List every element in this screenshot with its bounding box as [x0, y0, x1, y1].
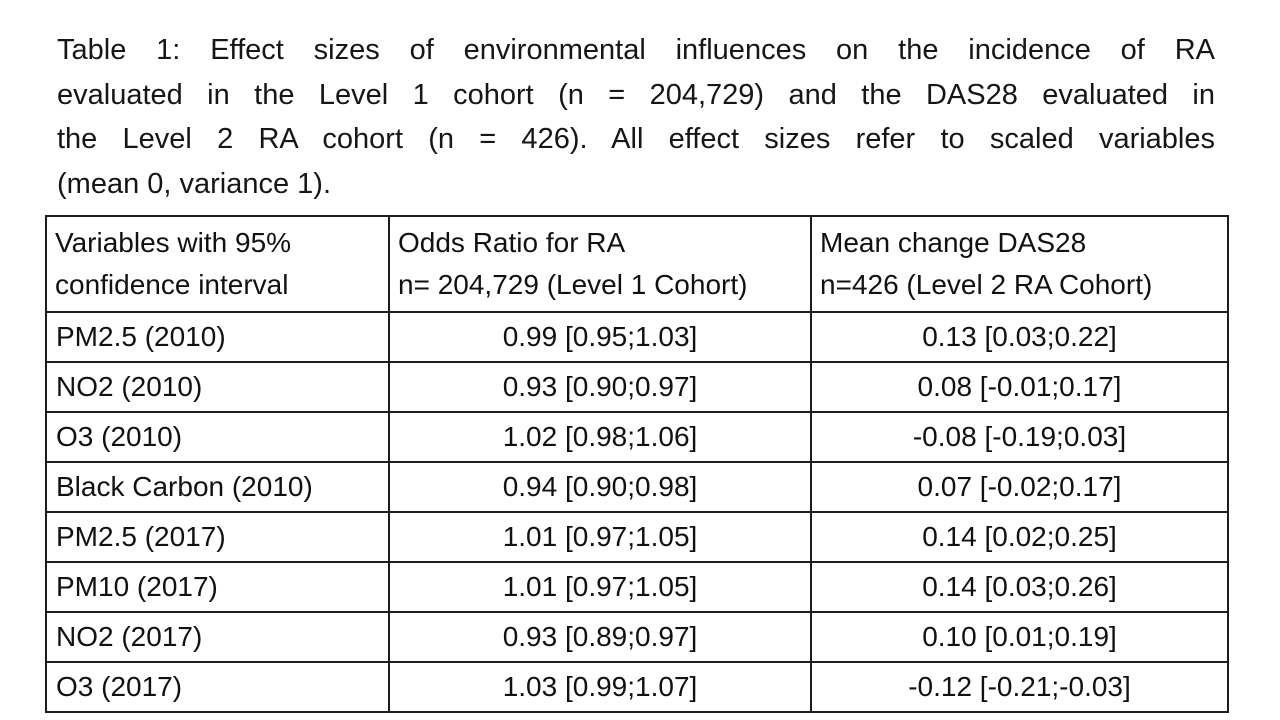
cell-mean-change: -0.08 [-0.19;0.03] — [810, 411, 1229, 463]
caption-line: evaluated in the Level 1 cohort (n = 204… — [57, 78, 1215, 111]
cell-odds-ratio: 0.93 [0.90;0.97] — [388, 361, 812, 413]
cell-variable: PM10 (2017) — [45, 561, 390, 613]
cell-odds-ratio: 0.94 [0.90;0.98] — [388, 461, 812, 513]
table-caption: Table 1: Effect sizes of environmental i… — [57, 28, 1215, 206]
cell-mean-change: 0.13 [0.03;0.22] — [810, 311, 1229, 363]
cell-odds-ratio: 1.01 [0.97;1.05] — [388, 561, 812, 613]
header-mean-change-line1: Mean change DAS28 — [820, 227, 1087, 258]
cell-variable: PM2.5 (2017) — [45, 511, 390, 563]
cell-odds-ratio: 0.99 [0.95;1.03] — [388, 311, 812, 363]
header-odds-ratio: Odds Ratio for RA n= 204,729 (Level 1 Co… — [388, 215, 812, 313]
cell-variable: NO2 (2010) — [45, 361, 390, 413]
table-row: NO2 (2010) 0.93 [0.90;0.97] 0.08 [-0.01;… — [45, 361, 1229, 413]
header-mean-change: Mean change DAS28 n=426 (Level 2 RA Coho… — [810, 215, 1229, 313]
caption-line: (mean 0, variance 1). — [57, 167, 332, 200]
cell-variable: NO2 (2017) — [45, 611, 390, 663]
table-row: PM2.5 (2010) 0.99 [0.95;1.03] 0.13 [0.03… — [45, 311, 1229, 363]
header-mean-change-line2: n=426 (Level 2 RA Cohort) — [820, 269, 1153, 300]
effect-sizes-table: Variables with 95% confidence interval O… — [45, 215, 1229, 713]
cell-mean-change: 0.14 [0.02;0.25] — [810, 511, 1229, 563]
cell-variable: Black Carbon (2010) — [45, 461, 390, 513]
header-variables-line2: confidence interval — [55, 269, 289, 300]
header-variables-line1: Variables with 95% — [55, 227, 292, 258]
table-row: PM2.5 (2017) 1.01 [0.97;1.05] 0.14 [0.02… — [45, 511, 1229, 563]
table-row: O3 (2017) 1.03 [0.99;1.07] -0.12 [-0.21;… — [45, 661, 1229, 713]
cell-variable: PM2.5 (2010) — [45, 311, 390, 363]
caption-line: Table 1: Effect sizes of environmental i… — [57, 34, 1215, 66]
cell-odds-ratio: 1.03 [0.99;1.07] — [388, 661, 812, 713]
cell-mean-change: 0.07 [-0.02;0.17] — [810, 461, 1229, 513]
header-row: Variables with 95% confidence interval O… — [45, 215, 1229, 313]
cell-mean-change: 0.14 [0.03;0.26] — [810, 561, 1229, 613]
table-row: Black Carbon (2010) 0.94 [0.90;0.98] 0.0… — [45, 461, 1229, 513]
cell-mean-change: 0.10 [0.01;0.19] — [810, 611, 1229, 663]
cell-variable: O3 (2017) — [45, 661, 390, 713]
caption-line: the Level 2 RA cohort (n = 426). All eff… — [57, 123, 1215, 155]
cell-odds-ratio: 1.01 [0.97;1.05] — [388, 511, 812, 563]
cell-mean-change: 0.08 [-0.01;0.17] — [810, 361, 1229, 413]
header-odds-ratio-line2: n= 204,729 (Level 1 Cohort) — [398, 269, 748, 300]
table-row: NO2 (2017) 0.93 [0.89;0.97] 0.10 [0.01;0… — [45, 611, 1229, 663]
cell-odds-ratio: 0.93 [0.89;0.97] — [388, 611, 812, 663]
table-row: PM10 (2017) 1.01 [0.97;1.05] 0.14 [0.03;… — [45, 561, 1229, 613]
header-variables: Variables with 95% confidence interval — [45, 215, 390, 313]
cell-mean-change: -0.12 [-0.21;-0.03] — [810, 661, 1229, 713]
table-row: O3 (2010) 1.02 [0.98;1.06] -0.08 [-0.19;… — [45, 411, 1229, 463]
cell-odds-ratio: 1.02 [0.98;1.06] — [388, 411, 812, 463]
cell-variable: O3 (2010) — [45, 411, 390, 463]
header-odds-ratio-line1: Odds Ratio for RA — [398, 227, 626, 258]
